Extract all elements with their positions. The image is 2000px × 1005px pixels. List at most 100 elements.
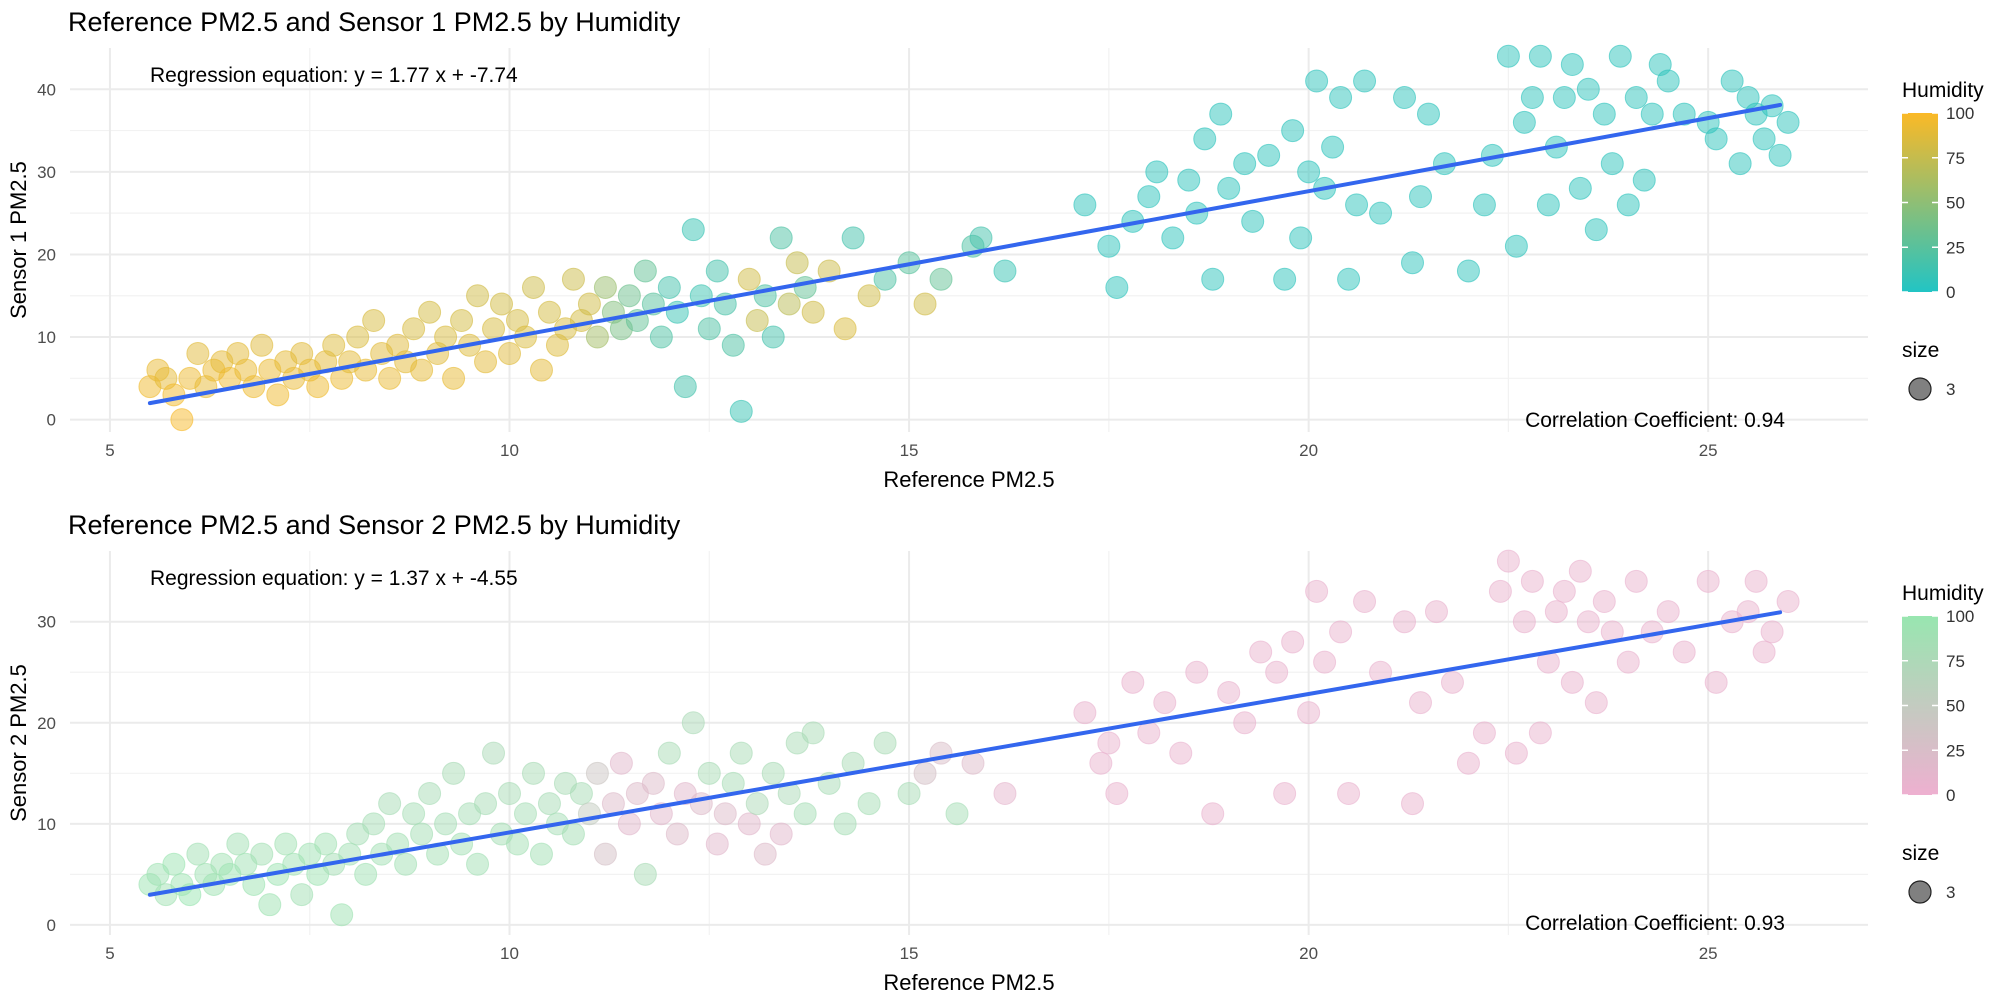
data-point — [1632, 168, 1656, 192]
data-point — [402, 317, 426, 341]
data-point — [378, 366, 402, 390]
data-point — [170, 408, 194, 432]
data-point — [1656, 69, 1680, 93]
size-legend-title: size — [1902, 339, 1939, 362]
y-tick-label: 40 — [37, 80, 56, 99]
correlation-coefficient-label: Correlation Coefficient: 0.94 — [1525, 409, 1785, 432]
data-point — [1592, 102, 1616, 126]
data-point — [1552, 86, 1576, 110]
data-point — [609, 751, 633, 775]
data-point — [402, 802, 426, 826]
data-point — [801, 300, 825, 324]
data-point — [1744, 569, 1768, 593]
data-point — [833, 317, 857, 341]
data-point — [841, 226, 865, 250]
data-point — [1089, 751, 1113, 775]
data-point — [1512, 610, 1536, 634]
data-point — [362, 812, 386, 836]
data-point — [474, 792, 498, 816]
data-point — [1161, 226, 1185, 250]
regression-equation-label: Regression equation: y = 1.37 x + -4.55 — [150, 567, 518, 590]
data-point — [1393, 610, 1417, 634]
regression-line — [147, 610, 1783, 897]
correlation-coefficient-label: Correlation Coefficient: 0.93 — [1525, 912, 1785, 935]
data-point — [1520, 86, 1544, 110]
colorbar-tick-label: 100 — [1946, 607, 1974, 626]
data-point — [1512, 110, 1536, 134]
data-point — [434, 812, 458, 836]
data-point — [721, 333, 745, 357]
size-legend-title: size — [1902, 842, 1939, 865]
data-point — [1097, 234, 1121, 258]
data-point — [1520, 569, 1544, 593]
data-point — [434, 325, 458, 349]
data-point — [506, 832, 530, 856]
y-tick-label: 20 — [37, 714, 56, 733]
data-point — [521, 761, 545, 785]
data-point — [258, 893, 282, 917]
data-point — [769, 822, 793, 846]
data-point — [1337, 782, 1361, 806]
colorbar-tick-label: 75 — [1946, 149, 1965, 168]
data-point — [745, 309, 769, 333]
data-point — [537, 300, 561, 324]
data-point — [1233, 711, 1257, 735]
data-point — [418, 782, 442, 806]
data-point — [561, 822, 585, 846]
y-tick-label: 0 — [47, 411, 56, 430]
data-point — [354, 862, 378, 886]
data-point — [913, 292, 937, 316]
data-point — [1408, 691, 1432, 715]
data-point — [697, 761, 721, 785]
data-point — [1145, 160, 1169, 184]
data-point — [1217, 680, 1241, 704]
data-point — [1289, 226, 1313, 250]
data-point — [1696, 569, 1720, 593]
data-point — [1329, 86, 1353, 110]
data-point — [1488, 579, 1512, 603]
data-point — [1456, 259, 1480, 283]
data-point — [801, 721, 825, 745]
data-point — [290, 883, 314, 907]
data-point — [1424, 600, 1448, 624]
colorbar-tick-label: 75 — [1946, 652, 1965, 671]
data-point — [1369, 201, 1393, 225]
data-point — [1496, 549, 1520, 573]
data-point — [1209, 102, 1233, 126]
data-point — [1249, 640, 1273, 664]
x-tick-label: 25 — [1699, 944, 1718, 963]
x-tick-label: 10 — [500, 441, 519, 460]
size-legend-key — [1908, 880, 1932, 904]
data-point — [442, 761, 466, 785]
data-point — [713, 802, 737, 826]
x-tick-label: 10 — [500, 944, 519, 963]
data-point — [633, 862, 657, 886]
data-point — [665, 822, 689, 846]
x-tick-label: 15 — [900, 944, 919, 963]
data-point — [1624, 569, 1648, 593]
data-point — [1273, 267, 1297, 291]
data-point — [1704, 670, 1728, 694]
data-point — [585, 325, 609, 349]
data-point — [657, 275, 681, 299]
data-point — [1608, 44, 1632, 68]
data-point — [1121, 670, 1145, 694]
data-point — [1313, 650, 1337, 674]
data-point — [226, 832, 250, 856]
data-point — [394, 852, 418, 876]
data-point — [1600, 152, 1624, 176]
data-point — [793, 275, 817, 299]
data-point — [1257, 143, 1281, 167]
data-point — [1768, 143, 1792, 167]
data-point — [410, 822, 434, 846]
data-point — [1408, 185, 1432, 209]
data-point — [1728, 152, 1752, 176]
colorbar-tick-label: 25 — [1946, 238, 1965, 257]
data-point — [617, 284, 641, 308]
data-point — [442, 366, 466, 390]
data-point — [1281, 630, 1305, 654]
data-point — [1472, 721, 1496, 745]
data-point — [1760, 620, 1784, 644]
x-tick-label: 20 — [1299, 441, 1318, 460]
